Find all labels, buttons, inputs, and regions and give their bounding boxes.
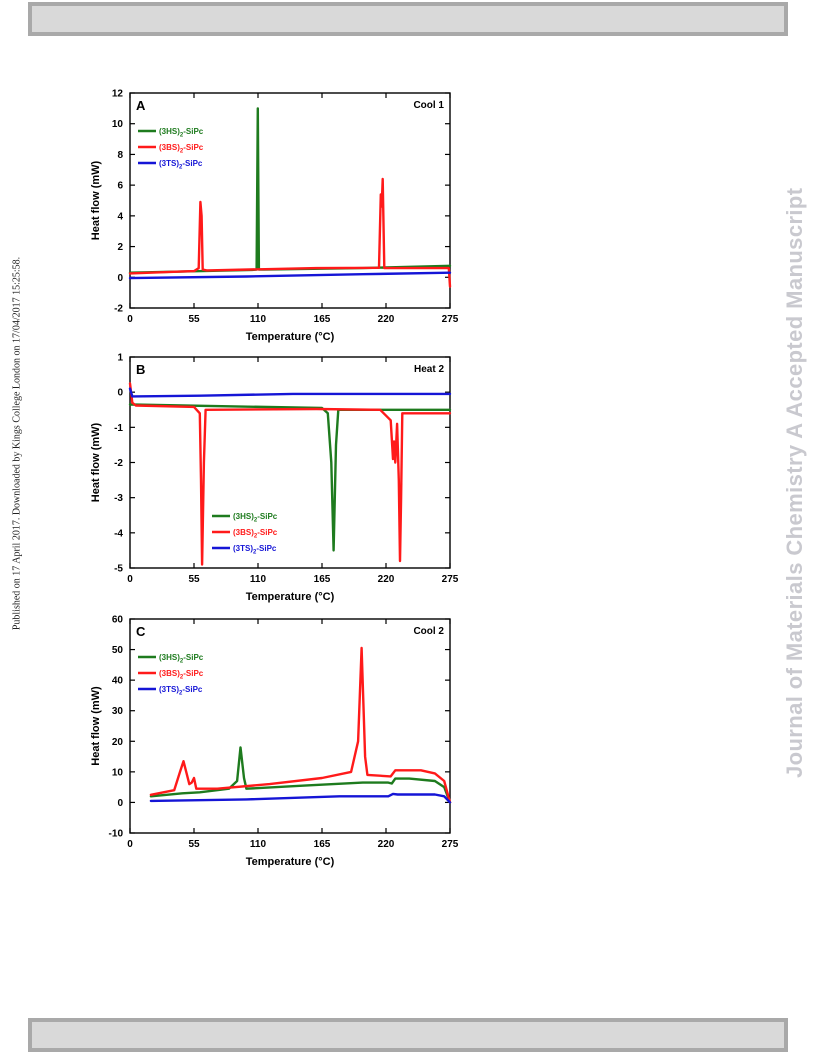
x-tick-label: 110 xyxy=(250,314,267,325)
chart-panel-c: 0 55 110 165 220 275-100102030405060Temperatu… xyxy=(90,615,459,869)
legend-label: (3HS)2-SiPc xyxy=(233,512,278,524)
series-line xyxy=(128,271,452,280)
y-axis-label: Heat flow (mW) xyxy=(90,160,102,240)
x-tick-label: 0 xyxy=(127,839,133,850)
plot-frame xyxy=(129,92,451,309)
x-tick-label: 275 xyxy=(442,839,459,850)
y-axis-label: Heat flow (mW) xyxy=(90,686,102,766)
legend-label: (3BS)2-SiPc xyxy=(159,143,204,155)
y-tick-label: 60 xyxy=(112,615,124,626)
series-line xyxy=(149,792,452,804)
y-tick-label: -10 xyxy=(109,829,124,840)
y-tick-label: 6 xyxy=(117,181,123,192)
y-tick-label: 2 xyxy=(117,242,123,253)
y-tick-label: 4 xyxy=(117,211,123,222)
series-line xyxy=(128,387,452,398)
x-tick-label: 275 xyxy=(442,314,459,325)
x-tick-label: 55 xyxy=(188,314,200,325)
x-tick-label: 110 xyxy=(250,839,267,850)
y-tick-label: -4 xyxy=(114,528,123,539)
y-tick-label: -1 xyxy=(114,423,123,434)
y-tick-label: 10 xyxy=(112,767,124,778)
x-tick-label: 165 xyxy=(314,574,331,585)
y-tick-label: 12 xyxy=(112,89,124,100)
x-tick-label: 0 xyxy=(127,314,133,325)
x-axis-label: Temperature (°C) xyxy=(246,856,335,868)
series-line xyxy=(128,177,452,288)
x-tick-label: 165 xyxy=(314,314,331,325)
x-axis-label: Temperature (°C) xyxy=(246,331,335,343)
x-tick-label: 220 xyxy=(378,839,395,850)
series-line xyxy=(149,746,452,804)
legend-label: (3HS)2-SiPc xyxy=(159,653,204,665)
plot-frame xyxy=(129,618,451,834)
panel-letter: A xyxy=(136,98,146,113)
corner-label: Heat 2 xyxy=(414,364,444,375)
series-line xyxy=(149,646,452,804)
y-tick-label: -2 xyxy=(114,458,123,469)
panel-letter: C xyxy=(136,624,146,639)
x-tick-label: 55 xyxy=(188,839,200,850)
panel-letter: B xyxy=(136,362,145,377)
y-tick-label: 0 xyxy=(117,273,123,284)
footer-bar xyxy=(28,1018,788,1052)
legend-label: (3TS)2-SiPc xyxy=(159,685,203,697)
x-tick-label: 220 xyxy=(378,574,395,585)
x-tick-label: 110 xyxy=(250,574,267,585)
legend-label: (3HS)2-SiPc xyxy=(159,127,204,139)
y-tick-label: 30 xyxy=(112,706,124,717)
x-tick-label: 220 xyxy=(378,314,395,325)
y-tick-label: 40 xyxy=(112,676,124,687)
corner-label: Cool 1 xyxy=(413,100,444,111)
y-tick-label: 0 xyxy=(117,388,123,399)
y-tick-label: 50 xyxy=(112,645,124,656)
series-line xyxy=(128,382,452,566)
y-tick-label: -3 xyxy=(114,493,123,504)
y-tick-label: 1 xyxy=(117,353,123,364)
corner-label: Cool 2 xyxy=(413,626,444,637)
x-axis-label: Temperature (°C) xyxy=(246,591,335,603)
legend-label: (3BS)2-SiPc xyxy=(233,528,278,540)
chart-panel-b: 0 55 110 165 220 275 -5 -4 -3 -2 -1 0 1 Temperature (… xyxy=(90,353,459,604)
y-tick-label: -2 xyxy=(114,304,123,315)
legend-label: (3BS)2-SiPc xyxy=(159,669,204,681)
y-tick-label: 10 xyxy=(112,119,124,130)
y-tick-label: -5 xyxy=(114,564,123,575)
header-bar xyxy=(28,2,788,36)
y-tick-label: 20 xyxy=(112,737,124,748)
x-tick-label: 165 xyxy=(314,839,331,850)
y-tick-label: 0 xyxy=(117,798,123,809)
y-axis-label: Heat flow (mW) xyxy=(90,422,102,502)
x-tick-label: 275 xyxy=(442,574,459,585)
x-tick-label: 55 xyxy=(188,574,200,585)
x-tick-label: 0 xyxy=(127,574,133,585)
legend-label: (3TS)2-SiPc xyxy=(159,159,203,171)
y-tick-label: 8 xyxy=(117,150,123,161)
chart-panel-a: 0 55 110 165 220 275 -2 0 2 4 6 8 10 12 Temperature (°… xyxy=(90,89,459,344)
legend-label: (3TS)2-SiPc xyxy=(233,544,277,556)
